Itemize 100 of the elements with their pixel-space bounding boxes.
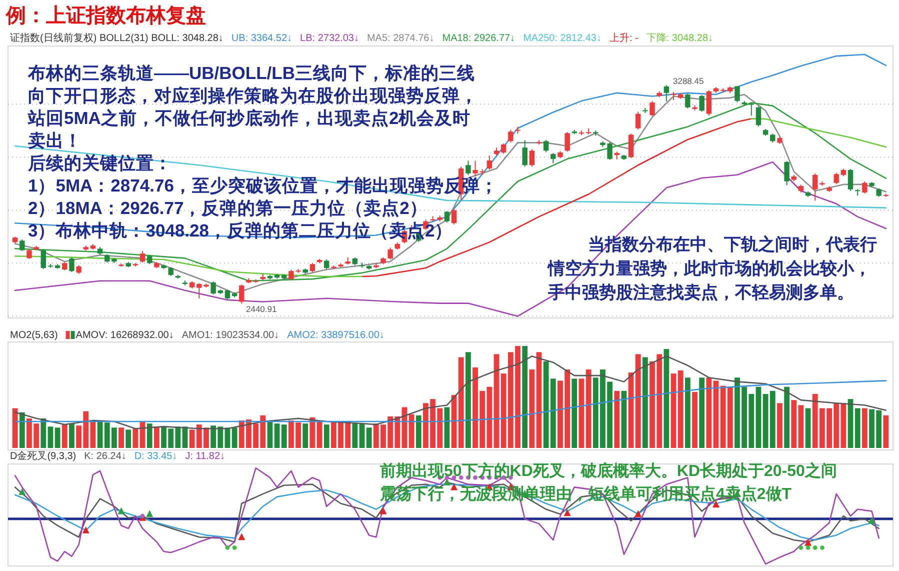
candlestick — [628, 133, 634, 159]
annotation: 3288.45 — [673, 76, 704, 86]
point — [238, 533, 246, 540]
bar — [19, 412, 25, 448]
candlestick — [550, 152, 556, 164]
bar — [572, 378, 578, 448]
bar — [706, 378, 712, 448]
bar — [713, 380, 719, 448]
bar — [232, 428, 238, 448]
annotation: 2440.91 — [246, 304, 277, 314]
point — [564, 509, 571, 516]
candlestick — [636, 111, 641, 130]
candlestick — [444, 210, 450, 224]
bar — [692, 392, 698, 448]
bar — [359, 424, 365, 448]
candlestick — [685, 92, 690, 109]
candlestick — [20, 238, 25, 252]
bar — [586, 369, 592, 448]
bar — [62, 424, 68, 448]
candlestick — [834, 172, 839, 185]
candlestick — [784, 160, 790, 186]
candlestick — [522, 140, 528, 168]
bar — [444, 407, 450, 448]
point — [820, 545, 824, 550]
chart-title: MO2(5,63) — [10, 330, 58, 341]
candlestick — [40, 248, 46, 270]
point — [868, 516, 876, 524]
candlestick — [210, 280, 216, 296]
candlestick — [508, 129, 514, 144]
bar — [118, 428, 124, 448]
legend-label: AMOV: 16268932.00↓ — [76, 330, 174, 341]
bar — [408, 414, 414, 448]
bar — [862, 408, 868, 448]
bar — [416, 415, 422, 448]
text: D: 33.45↓ — [134, 451, 178, 462]
bar — [635, 354, 641, 448]
candlestick — [543, 139, 549, 153]
point — [380, 507, 387, 514]
bar — [578, 378, 584, 448]
bar — [848, 399, 854, 448]
candlestick — [310, 262, 316, 273]
bar — [267, 421, 273, 448]
bar — [529, 369, 535, 448]
bar — [777, 403, 782, 448]
candlestick — [224, 289, 230, 300]
bar — [684, 378, 690, 448]
candlestick — [451, 208, 457, 225]
text: MA18: 2926.77↓ — [442, 33, 516, 44]
bar — [132, 428, 138, 448]
point — [225, 545, 230, 550]
bar — [48, 426, 54, 448]
bar — [302, 424, 308, 448]
bar — [146, 424, 152, 448]
candlestick — [862, 180, 868, 194]
point — [82, 526, 90, 534]
bar — [699, 378, 705, 448]
bar — [798, 405, 804, 448]
candlestick — [756, 106, 762, 127]
point — [798, 545, 804, 550]
bar — [494, 354, 500, 448]
chart-subtitle: 证指数(日线前复权) BOLL2(31) BOLL: 3048.28↓ — [10, 32, 224, 44]
candlestick — [706, 90, 712, 116]
candlestick — [486, 155, 492, 170]
text: 上升: - — [609, 32, 638, 44]
point — [118, 507, 125, 514]
bar — [40, 418, 46, 448]
bar — [756, 386, 762, 448]
candlestick — [812, 172, 818, 202]
bar — [854, 408, 860, 448]
bar — [69, 424, 74, 448]
chart-title: D金死叉(9,3,3) — [10, 450, 76, 462]
bar — [621, 390, 627, 448]
bar — [352, 422, 358, 448]
annotation: 布林的三条轨道——UB/BOLL/LB三线向下，标准的三线向下开口形态，对应到操作策略为在股价出现强势反弹，站回5MA之前，不做任何抄底动作，出现卖点2机会及时卖出！ — [27, 63, 478, 150]
bar — [154, 426, 160, 448]
text: LB: 2732.03↓ — [300, 33, 359, 44]
bar — [126, 430, 132, 448]
text: MA5: 2874.76↓ — [366, 33, 434, 44]
bar — [281, 424, 287, 448]
bar — [678, 370, 684, 448]
candlestick — [650, 100, 655, 117]
point — [806, 545, 810, 550]
candlestick — [147, 254, 152, 265]
point — [140, 514, 145, 518]
text: 下降: 3048.28↓ — [646, 32, 714, 44]
bar — [805, 408, 811, 448]
chart-title: 例：上证指数布林复盘 — [5, 5, 206, 27]
candlestick — [388, 247, 393, 260]
bar — [642, 357, 648, 448]
point — [634, 510, 642, 518]
text: AMO1: 19023534.00↓ — [182, 330, 280, 341]
bar — [614, 390, 620, 448]
candlestick — [501, 142, 506, 154]
bar — [522, 346, 528, 448]
text: AMO2: 33897516.00↓ — [287, 330, 384, 341]
point — [232, 545, 237, 550]
bar — [366, 428, 372, 448]
text: UB: 3364.52↓ — [231, 33, 292, 44]
point — [146, 510, 154, 518]
bar — [458, 357, 464, 448]
